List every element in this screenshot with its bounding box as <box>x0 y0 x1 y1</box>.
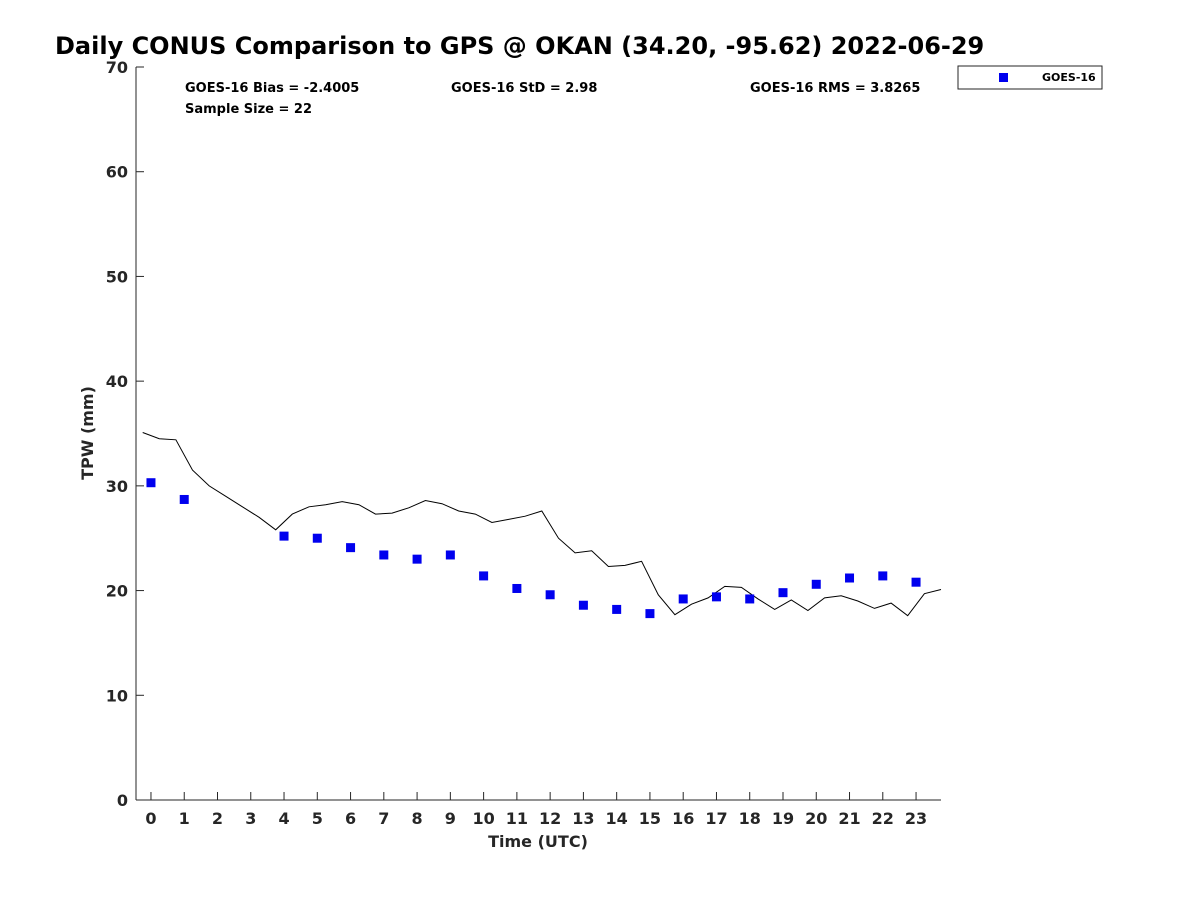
x-tick-label: 3 <box>245 809 256 828</box>
x-axis-ticks: 0 1 2 3 4 5 6 7 8 9 10 11 12 13 14 15 16 17 18 19 20 21 22 23 <box>145 792 927 828</box>
goes16-point <box>645 609 655 619</box>
x-tick-label: 15 <box>639 809 661 828</box>
x-tick-label: 12 <box>539 809 561 828</box>
legend: GOES-16 <box>957 65 1103 90</box>
x-tick-label: 0 <box>145 809 156 828</box>
x-tick-label: 14 <box>606 809 628 828</box>
x-tick-label: 19 <box>772 809 794 828</box>
goes16-point <box>811 579 821 589</box>
x-tick-label: 2 <box>212 809 223 828</box>
goes16-point <box>346 543 356 553</box>
y-tick-label: 30 <box>106 477 128 496</box>
x-tick-label: 20 <box>805 809 827 828</box>
x-tick-label: 9 <box>445 809 456 828</box>
legend-box <box>957 65 1103 90</box>
legend-marker-goes16 <box>999 73 1008 82</box>
chart-title: Daily CONUS Comparison to GPS @ OKAN (34… <box>55 32 984 60</box>
x-tick-label: 23 <box>905 809 927 828</box>
goes16-point <box>745 594 755 604</box>
x-tick-label: 4 <box>278 809 289 828</box>
goes16-point <box>711 592 721 602</box>
goes16-point <box>179 494 189 504</box>
goes16-point <box>845 573 855 583</box>
x-tick-label: 10 <box>472 809 494 828</box>
goes16-point <box>911 577 921 587</box>
x-tick-label: 1 <box>179 809 190 828</box>
goes16-point <box>545 590 555 600</box>
y-tick-label: 60 <box>106 163 128 182</box>
goes16-point <box>445 550 455 560</box>
reference-line <box>142 432 942 617</box>
y-axis-ticks: 0 10 20 30 40 50 60 70 <box>106 58 144 810</box>
y-tick-label: 50 <box>106 267 128 286</box>
x-tick-label: 17 <box>705 809 727 828</box>
goes16-point <box>512 583 522 593</box>
goes16-point <box>578 600 588 610</box>
x-tick-label: 6 <box>345 809 356 828</box>
std-annotation: GOES-16 StD = 2.98 <box>451 81 597 96</box>
goes16-point <box>479 571 489 581</box>
goes16-point <box>412 554 422 564</box>
goes16-point <box>778 588 788 598</box>
x-tick-label: 16 <box>672 809 694 828</box>
goes16-point <box>678 594 688 604</box>
goes16-point <box>312 533 322 543</box>
goes16-point <box>612 604 622 614</box>
y-axis-label: TPW (mm) <box>78 386 97 480</box>
x-tick-label: 18 <box>739 809 761 828</box>
goes16-point <box>878 571 888 581</box>
y-tick-label: 10 <box>106 686 128 705</box>
y-tick-label: 70 <box>106 58 128 77</box>
y-tick-label: 20 <box>106 582 128 601</box>
statistics-annotations: GOES-16 Bias = -2.4005 GOES-16 StD = 2.9… <box>185 81 920 117</box>
x-tick-label: 5 <box>312 809 323 828</box>
x-tick-label: 21 <box>838 809 860 828</box>
x-tick-label: 13 <box>572 809 594 828</box>
x-tick-label: 11 <box>506 809 528 828</box>
sample-size-annotation: Sample Size = 22 <box>185 102 312 117</box>
y-tick-label: 0 <box>117 791 128 810</box>
goes16-point <box>279 531 289 541</box>
x-axis-label: Time (UTC) <box>488 832 588 851</box>
x-tick-label: 22 <box>872 809 894 828</box>
series-layer <box>142 432 942 619</box>
rms-annotation: GOES-16 RMS = 3.8265 <box>750 81 920 96</box>
goes16-point <box>146 478 156 488</box>
goes16-point <box>379 550 389 560</box>
y-tick-label: 40 <box>106 372 128 391</box>
x-tick-label: 7 <box>378 809 389 828</box>
bias-annotation: GOES-16 Bias = -2.4005 <box>185 81 359 96</box>
legend-label-goes16: GOES-16 <box>1042 71 1096 84</box>
x-tick-label: 8 <box>412 809 423 828</box>
